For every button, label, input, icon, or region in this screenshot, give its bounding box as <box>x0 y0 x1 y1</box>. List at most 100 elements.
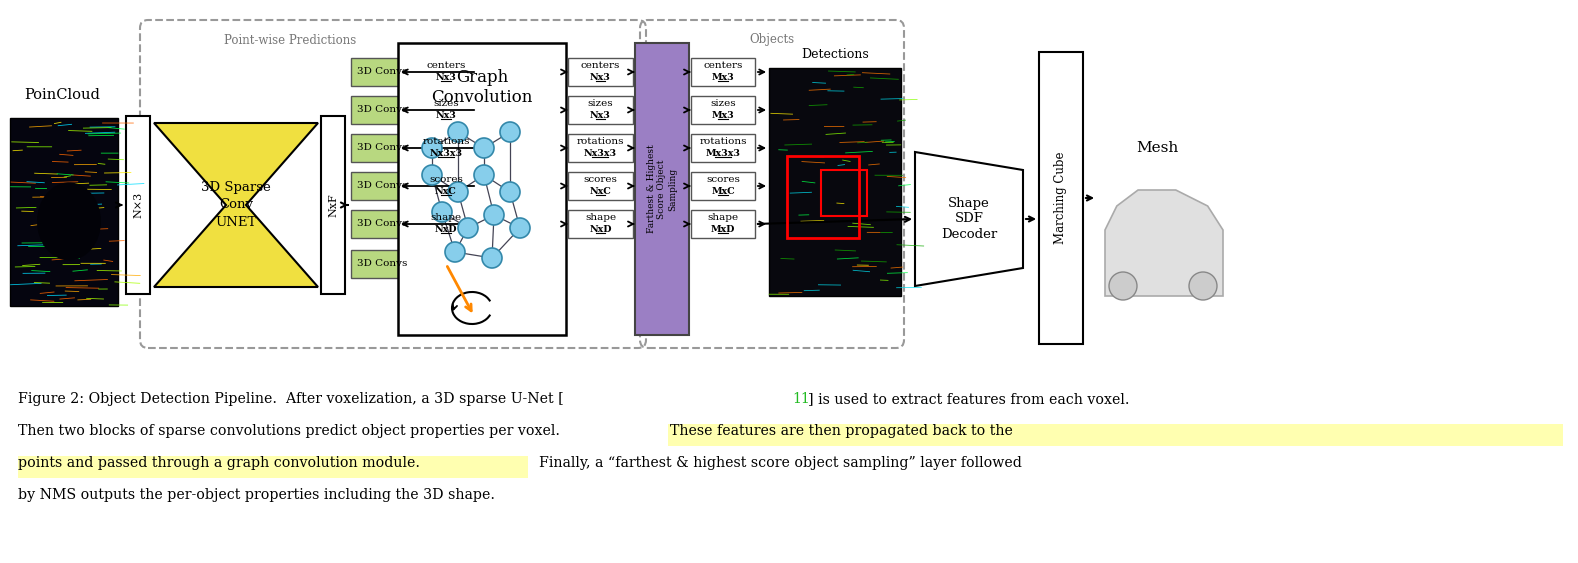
Circle shape <box>500 122 521 142</box>
Circle shape <box>1109 272 1138 300</box>
Text: N×3: N×3 <box>133 192 144 218</box>
Text: rotations: rotations <box>699 137 746 146</box>
Text: 3D Convs: 3D Convs <box>357 260 407 269</box>
Text: centers: centers <box>581 61 620 70</box>
Bar <box>350 58 413 86</box>
Bar <box>568 172 633 200</box>
Text: centers: centers <box>426 61 466 70</box>
Text: Mx3: Mx3 <box>712 111 734 120</box>
Text: Nx3x3: Nx3x3 <box>429 150 462 159</box>
Bar <box>568 210 633 238</box>
Text: ] is used to extract features from each voxel.: ] is used to extract features from each … <box>808 392 1130 406</box>
Text: Shape: Shape <box>948 196 989 209</box>
Text: Detections: Detections <box>802 47 869 60</box>
Text: Convolution: Convolution <box>431 90 533 106</box>
Bar <box>691 172 754 200</box>
Bar <box>667 424 1562 446</box>
Bar <box>350 134 413 162</box>
Text: PoinCloud: PoinCloud <box>24 88 99 102</box>
Bar <box>568 134 633 162</box>
Circle shape <box>448 122 469 142</box>
Text: sizes: sizes <box>587 100 614 109</box>
Circle shape <box>484 205 503 225</box>
Text: Nx3: Nx3 <box>436 111 456 120</box>
Text: NxF: NxF <box>328 193 338 217</box>
Text: Graph: Graph <box>456 69 508 87</box>
Text: 3D Sparse: 3D Sparse <box>200 181 271 194</box>
Bar <box>787 156 858 238</box>
Text: Finally, a “farthest & highest score object sampling” layer followed: Finally, a “farthest & highest score obj… <box>530 456 1023 470</box>
Text: 3D Convs: 3D Convs <box>357 105 407 114</box>
Text: shape: shape <box>585 213 615 222</box>
Circle shape <box>448 182 469 202</box>
Circle shape <box>421 165 442 185</box>
Polygon shape <box>915 152 1023 286</box>
Bar <box>415 134 477 162</box>
Text: NxC: NxC <box>590 187 611 196</box>
Circle shape <box>500 182 521 202</box>
Text: 3D Convs: 3D Convs <box>357 220 407 229</box>
Text: NxC: NxC <box>436 187 458 196</box>
Circle shape <box>1188 272 1217 300</box>
Text: Nx3: Nx3 <box>590 74 611 83</box>
Circle shape <box>473 165 494 185</box>
Bar <box>17 456 529 478</box>
Bar <box>691 134 754 162</box>
Bar <box>398 43 567 335</box>
Text: scores: scores <box>429 176 462 185</box>
Text: NxD: NxD <box>589 226 612 235</box>
Ellipse shape <box>36 182 101 261</box>
Circle shape <box>481 248 502 268</box>
Bar <box>1038 52 1083 344</box>
Text: Nx3x3: Nx3x3 <box>584 150 617 159</box>
Bar <box>126 116 150 294</box>
Text: UNET: UNET <box>215 217 257 230</box>
Circle shape <box>445 242 466 262</box>
Text: rotations: rotations <box>576 137 625 146</box>
Text: SDF: SDF <box>955 212 983 226</box>
Text: Farthest & Highest
Score Object
Sampling: Farthest & Highest Score Object Sampling <box>647 145 677 234</box>
Bar <box>568 96 633 124</box>
Bar <box>415 172 477 200</box>
Text: scores: scores <box>584 176 617 185</box>
Text: scores: scores <box>705 176 740 185</box>
Text: shape: shape <box>707 213 739 222</box>
Text: sizes: sizes <box>434 100 459 109</box>
Text: Mx3: Mx3 <box>712 74 734 83</box>
Circle shape <box>458 218 478 238</box>
Bar <box>691 58 754 86</box>
Text: 3D Convs: 3D Convs <box>357 144 407 153</box>
Polygon shape <box>1105 190 1223 296</box>
Text: MxC: MxC <box>712 187 735 196</box>
Text: shape: shape <box>431 213 461 222</box>
Bar <box>350 210 413 238</box>
Bar <box>9 118 118 306</box>
Circle shape <box>432 202 451 222</box>
Text: Then two blocks of sparse convolutions predict object properties per voxel.: Then two blocks of sparse convolutions p… <box>17 424 570 438</box>
Bar <box>634 43 690 335</box>
Bar <box>568 58 633 86</box>
Circle shape <box>421 138 442 158</box>
Bar <box>415 58 477 86</box>
Bar <box>415 210 477 238</box>
Bar <box>691 210 754 238</box>
Text: centers: centers <box>704 61 743 70</box>
Text: Mesh: Mesh <box>1136 141 1179 155</box>
Circle shape <box>510 218 530 238</box>
Bar <box>350 172 413 200</box>
Text: Objects: Objects <box>750 34 795 47</box>
Bar <box>415 96 477 124</box>
Text: These features are then propagated back to the: These features are then propagated back … <box>671 424 1013 438</box>
Text: rotations: rotations <box>423 137 470 146</box>
Text: Nx3: Nx3 <box>436 74 456 83</box>
Text: 3D Convs: 3D Convs <box>357 68 407 77</box>
Text: points and passed through a graph convolution module.: points and passed through a graph convol… <box>17 456 420 470</box>
Polygon shape <box>155 123 319 287</box>
Text: Marching Cube: Marching Cube <box>1054 152 1067 244</box>
Text: NxD: NxD <box>436 226 458 235</box>
Text: 11: 11 <box>792 392 810 406</box>
Bar <box>768 68 901 296</box>
Bar <box>691 96 754 124</box>
Text: Conv: Conv <box>219 199 252 212</box>
Text: by NMS outputs the per-object properties including the 3D shape.: by NMS outputs the per-object properties… <box>17 488 495 502</box>
